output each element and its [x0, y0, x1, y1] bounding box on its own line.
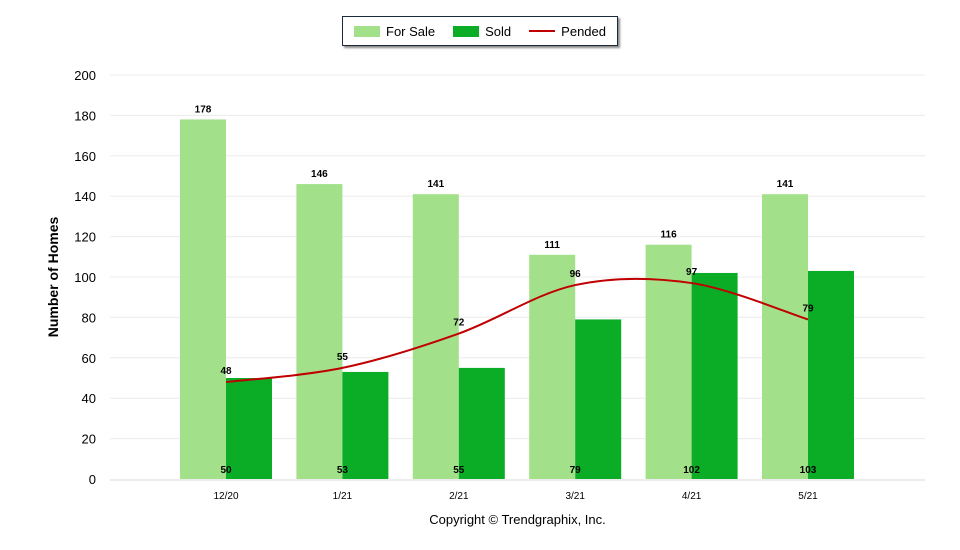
copyright-footer: Copyright © Trendgraphix, Inc.	[429, 512, 606, 527]
x-tick-label-2-21: 2/21	[449, 491, 469, 502]
data-label-sold-2-21: 55	[453, 465, 465, 476]
data-label-for-sale-12-20: 178	[195, 104, 212, 115]
data-label-pended-1-21: 55	[337, 352, 349, 363]
x-tick-label-1-21: 1/21	[333, 491, 353, 502]
data-label-for-sale-4-21: 116	[661, 230, 678, 241]
data-label-pended-5-21: 79	[802, 303, 814, 314]
bar-for-sale-12-20	[180, 119, 226, 479]
bar-sold-3-21	[575, 319, 622, 479]
y-tick-label-120: 120	[74, 230, 96, 245]
data-label-for-sale-1-21: 146	[311, 169, 328, 180]
bar-for-sale-1-21	[296, 184, 343, 479]
y-tick-label-180: 180	[74, 108, 96, 123]
y-tick-label-0: 0	[89, 472, 96, 487]
y-tick-label-140: 140	[74, 189, 96, 204]
x-tick-label-5-21: 5/21	[798, 491, 818, 502]
legend-label-pended: Pended	[561, 23, 606, 39]
data-label-sold-12-20: 50	[220, 465, 232, 476]
legend-swatch-pended	[529, 30, 556, 32]
bar-sold-4-21	[691, 272, 738, 479]
bar-sold-5-21	[808, 270, 854, 479]
x-tick-label-3-21: 3/21	[565, 491, 585, 502]
data-label-for-sale-3-21: 111	[544, 240, 560, 251]
data-label-for-sale-5-21: 141	[777, 179, 794, 190]
bar-for-sale-3-21	[529, 254, 576, 479]
y-tick-label-80: 80	[82, 310, 96, 325]
x-tick-label-4-21: 4/21	[682, 491, 702, 502]
data-label-pended-12-20: 48	[220, 366, 232, 377]
y-axis-label: Number of Homes	[45, 216, 61, 338]
bar-for-sale-5-21	[762, 194, 808, 479]
y-tick-label-60: 60	[82, 351, 96, 366]
bar-for-sale-4-21	[645, 244, 692, 479]
data-label-sold-1-21: 53	[337, 465, 349, 476]
y-tick-label-100: 100	[74, 270, 96, 285]
y-tick-label-20: 20	[82, 432, 96, 447]
legend-swatch-sold	[453, 25, 480, 37]
data-label-pended-3-21: 96	[570, 269, 582, 280]
line-pended	[225, 277, 809, 384]
data-label-for-sale-2-21: 141	[427, 179, 444, 190]
legend-item-sold: Sold	[453, 24, 511, 39]
data-label-sold-5-21: 103	[800, 465, 817, 476]
bar-sold-2-21	[458, 367, 505, 479]
x-tick-label-12-20: 12/20	[213, 491, 238, 502]
legend: For Sale Sold Pended	[342, 16, 618, 46]
data-label-pended-2-21: 72	[453, 318, 465, 329]
legend-swatch-for-sale	[354, 25, 380, 37]
legend-item-pended: Pended	[529, 24, 606, 39]
y-tick-label-160: 160	[74, 149, 96, 164]
legend-label-sold: Sold	[485, 23, 512, 39]
legend-item-for-sale: For Sale	[354, 24, 435, 39]
y-tick-label-200: 200	[74, 68, 96, 83]
data-label-sold-3-21: 79	[570, 465, 582, 476]
legend-label-for-sale: For Sale	[386, 23, 436, 39]
y-tick-label-40: 40	[82, 391, 96, 406]
bar-sold-1-21	[342, 371, 389, 479]
data-label-pended-4-21: 97	[686, 267, 698, 278]
data-label-sold-4-21: 102	[683, 465, 700, 476]
bar-sold-12-20	[226, 378, 272, 479]
